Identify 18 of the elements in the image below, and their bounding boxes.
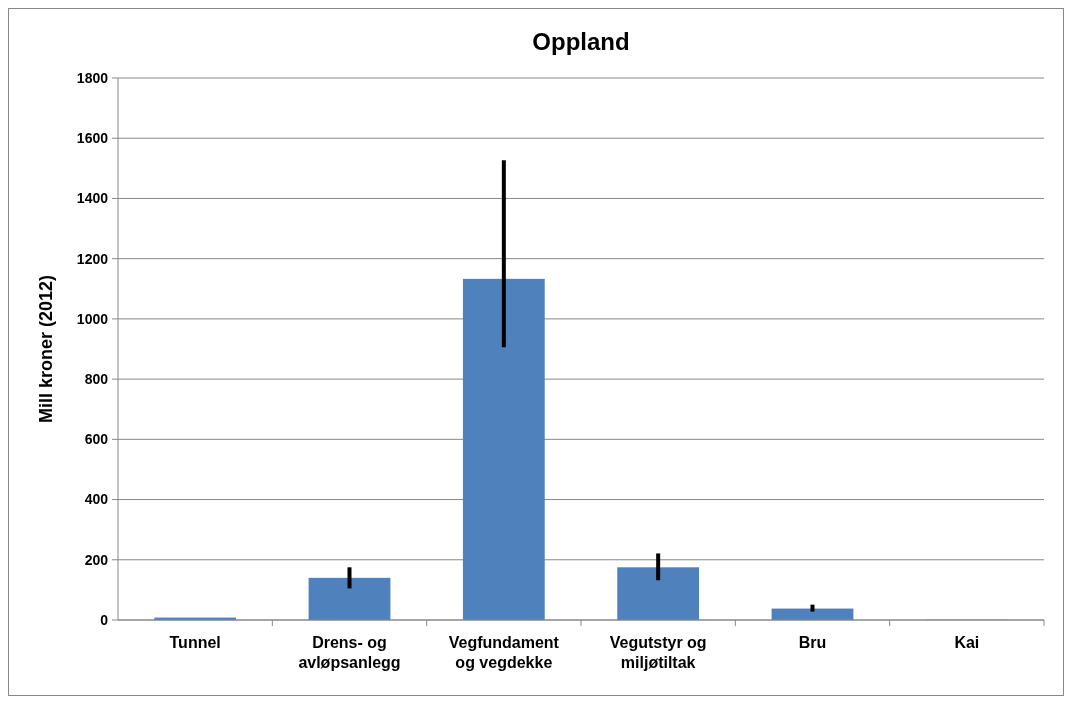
x-tick-label: Vegfundament og vegdekke xyxy=(448,634,560,671)
chart-title: Oppland xyxy=(532,28,630,55)
y-tick-label: 1800 xyxy=(76,69,109,86)
y-tick-label: 200 xyxy=(84,551,109,568)
y-tick-label: 400 xyxy=(84,491,109,508)
y-tick-label: 800 xyxy=(84,371,109,388)
y-axis-title: Mill kroner (2012) xyxy=(36,274,56,424)
x-tick-label: Kai xyxy=(954,634,980,651)
y-tick-label: 1600 xyxy=(76,130,109,147)
y-tick-label: 0 xyxy=(100,611,109,628)
y-tick-label: 1200 xyxy=(76,250,109,267)
y-tick-label: 1400 xyxy=(76,190,109,207)
x-tick-label: Bru xyxy=(798,634,827,651)
y-tick-label: 1000 xyxy=(76,310,109,327)
x-tick-label: Tunnel xyxy=(169,634,221,651)
y-tick-label: 600 xyxy=(84,431,109,448)
x-tick-label: Drens- og avløpsanlegg xyxy=(298,634,401,671)
x-tick-label: Vegutstyr og miljøtiltak xyxy=(609,634,707,671)
